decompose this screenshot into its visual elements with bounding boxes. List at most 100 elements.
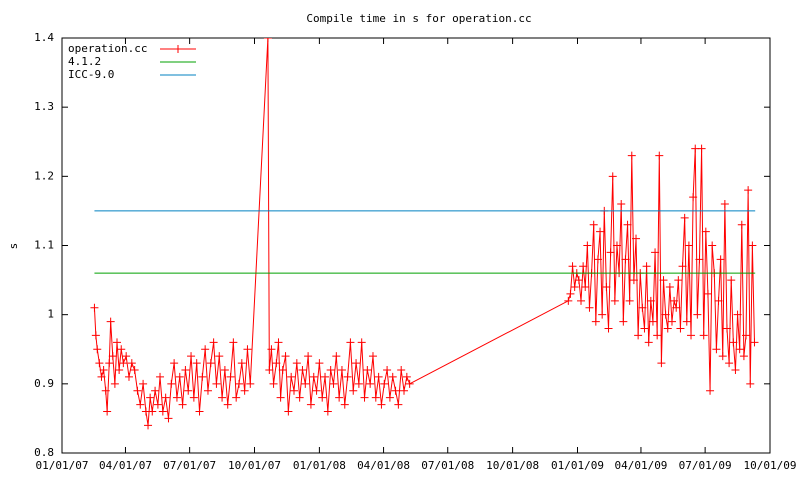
point-marker xyxy=(374,372,383,381)
point-marker xyxy=(693,310,702,319)
point-marker xyxy=(243,345,252,354)
point-marker xyxy=(610,296,619,305)
point-marker xyxy=(623,220,632,229)
point-marker xyxy=(746,379,755,388)
point-marker xyxy=(161,393,170,402)
point-marker xyxy=(124,372,133,381)
point-marker xyxy=(703,289,712,298)
point-marker xyxy=(729,338,738,347)
point-marker xyxy=(335,393,344,402)
point-marker xyxy=(206,359,215,368)
point-marker xyxy=(718,352,727,361)
point-marker xyxy=(400,386,409,395)
point-marker xyxy=(349,386,358,395)
point-marker xyxy=(198,372,207,381)
point-marker xyxy=(340,400,349,409)
point-marker xyxy=(670,296,679,305)
point-marker xyxy=(312,386,321,395)
point-marker xyxy=(632,234,641,243)
point-marker xyxy=(115,366,124,374)
point-marker xyxy=(570,283,579,291)
point-marker xyxy=(385,393,394,402)
point-marker xyxy=(676,324,685,333)
point-marker xyxy=(329,379,338,388)
point-marker xyxy=(218,393,227,402)
point-marker xyxy=(604,324,613,333)
point-marker xyxy=(117,345,126,354)
point-marker xyxy=(321,372,330,381)
point-marker xyxy=(223,400,232,409)
point-marker xyxy=(90,303,99,312)
point-marker xyxy=(274,338,283,347)
point-marker xyxy=(712,345,721,354)
point-marker xyxy=(366,379,375,388)
legend-label: 4.1.2 xyxy=(68,55,101,68)
point-marker xyxy=(621,255,630,264)
point-marker xyxy=(642,262,651,271)
point-marker xyxy=(682,317,691,326)
x-tick-label: 10/01/07 xyxy=(228,459,281,472)
point-marker xyxy=(215,352,224,361)
point-marker xyxy=(397,366,406,374)
point-marker xyxy=(574,276,583,285)
point-marker xyxy=(95,359,104,368)
point-marker xyxy=(699,331,708,340)
point-marker xyxy=(640,324,649,333)
legend-marker xyxy=(174,45,182,53)
point-marker xyxy=(284,407,293,416)
point-marker xyxy=(209,338,218,347)
point-marker xyxy=(189,393,198,402)
point-marker xyxy=(368,352,377,361)
point-marker xyxy=(192,359,201,368)
point-marker xyxy=(119,359,128,368)
point-marker xyxy=(608,172,617,181)
point-marker xyxy=(383,366,392,374)
point-marker xyxy=(265,366,274,374)
point-marker xyxy=(304,352,313,361)
point-marker xyxy=(727,276,736,285)
point-marker xyxy=(360,393,369,402)
y-tick-label: 1.2 xyxy=(34,169,54,182)
point-marker xyxy=(733,310,742,319)
plot-frame xyxy=(61,37,771,454)
point-marker xyxy=(596,227,605,236)
point-marker xyxy=(695,255,704,264)
point-marker xyxy=(748,241,757,250)
point-marker xyxy=(625,296,634,305)
x-tick-label: 10/01/08 xyxy=(486,459,539,472)
point-marker xyxy=(156,372,165,381)
y-tick-label: 0.9 xyxy=(34,377,54,390)
point-marker xyxy=(720,200,729,208)
point-marker xyxy=(363,366,372,374)
point-marker xyxy=(377,400,386,409)
point-marker xyxy=(657,359,666,368)
chart-title: Compile time in s for operation.cc xyxy=(306,12,531,25)
point-marker xyxy=(170,359,179,368)
point-marker xyxy=(568,262,577,271)
point-marker xyxy=(722,324,731,333)
point-marker xyxy=(315,359,324,368)
point-marker xyxy=(357,338,366,347)
y-tick-label: 1 xyxy=(47,308,54,321)
point-marker xyxy=(750,338,759,347)
point-marker xyxy=(354,379,363,388)
point-marker xyxy=(678,262,687,271)
point-marker xyxy=(585,303,594,312)
point-marker xyxy=(184,386,193,395)
point-marker xyxy=(731,366,740,374)
point-marker xyxy=(352,359,361,368)
x-tick-label: 04/01/09 xyxy=(614,459,667,472)
point-marker xyxy=(629,276,638,285)
point-marker xyxy=(220,366,229,374)
point-marker xyxy=(659,276,668,285)
point-marker xyxy=(577,296,586,305)
y-tick-label: 1.4 xyxy=(34,31,54,44)
point-marker xyxy=(725,359,734,368)
point-marker xyxy=(235,379,243,388)
point-marker xyxy=(371,393,380,402)
point-marker xyxy=(583,241,592,250)
x-tick-label: 10/01/09 xyxy=(744,459,797,472)
point-marker xyxy=(655,151,664,160)
